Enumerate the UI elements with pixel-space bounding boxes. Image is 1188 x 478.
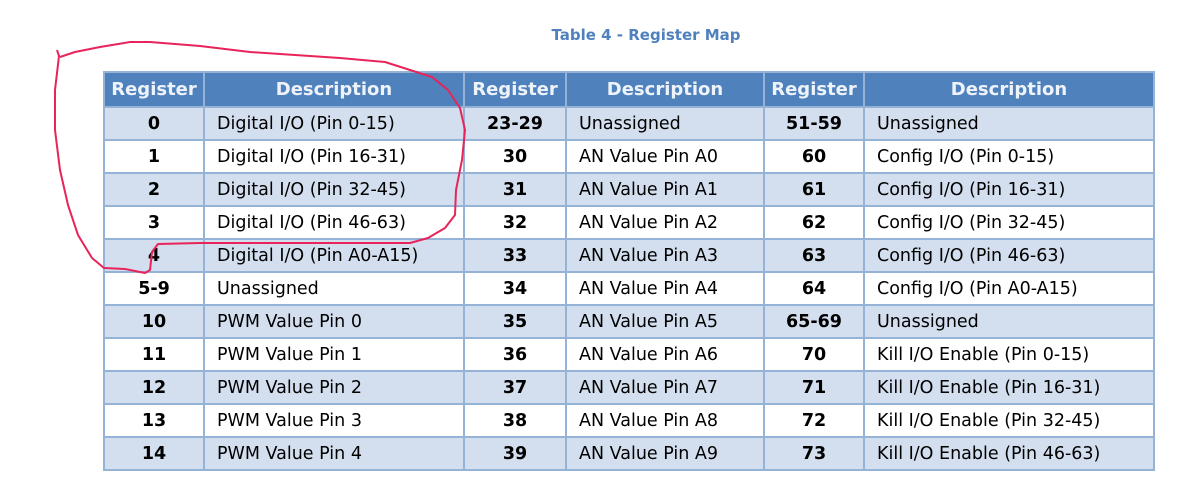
table-row: 4 Digital I/O (Pin A0-A15) 33 AN Value Pin … — [103, 238, 1155, 273]
register-cell: 60 — [763, 139, 865, 174]
description-cell: Kill I/O Enable (Pin 0-15) — [863, 337, 1155, 372]
register-map-table: Register Description Register Description Re… — [103, 71, 1155, 471]
register-cell: 31 — [463, 172, 567, 207]
register-cell: 71 — [763, 370, 865, 405]
description-cell: Config I/O (Pin A0-A15) — [863, 271, 1155, 306]
description-cell: AN Value Pin A7 — [565, 370, 765, 405]
header-description: Description — [565, 71, 765, 108]
description-cell: Digital I/O (Pin 0-15) — [203, 106, 465, 141]
header-description: Description — [863, 71, 1155, 108]
description-cell: Unassigned — [203, 271, 465, 306]
description-cell: Config I/O (Pin 32-45) — [863, 205, 1155, 240]
description-cell: AN Value Pin A8 — [565, 403, 765, 438]
register-cell: 64 — [763, 271, 865, 306]
table-row: 12 PWM Value Pin 2 37 AN Value Pin A7 71 Kill… — [103, 370, 1155, 405]
register-cell: 73 — [763, 436, 865, 471]
table-row: 14 PWM Value Pin 4 39 AN Value Pin A9 73 Kill… — [103, 436, 1155, 471]
description-cell: Kill I/O Enable (Pin 32-45) — [863, 403, 1155, 438]
register-cell: 39 — [463, 436, 567, 471]
table-row: 2 Digital I/O (Pin 32-45) 31 AN Value Pin A… — [103, 172, 1155, 207]
description-cell: Kill I/O Enable (Pin 46-63) — [863, 436, 1155, 471]
register-cell: 11 — [103, 337, 205, 372]
register-cell: 13 — [103, 403, 205, 438]
register-cell: 37 — [463, 370, 567, 405]
description-cell: Unassigned — [863, 106, 1155, 141]
table-row: 11 PWM Value Pin 1 36 AN Value Pin A6 70 Kill… — [103, 337, 1155, 372]
register-cell: 65-69 — [763, 304, 865, 339]
description-cell: Unassigned — [863, 304, 1155, 339]
description-cell: AN Value Pin A0 — [565, 139, 765, 174]
table-row: 3 Digital I/O (Pin 46-63) 32 AN Value Pin A… — [103, 205, 1155, 240]
register-cell: 63 — [763, 238, 865, 273]
description-cell: AN Value Pin A4 — [565, 271, 765, 306]
table-row: 0 Digital I/O (Pin 0-15) 23-29 Unassigned 51… — [103, 106, 1155, 141]
table-row: 13 PWM Value Pin 3 38 AN Value Pin A8 72 Kill… — [103, 403, 1155, 438]
register-cell: 14 — [103, 436, 205, 471]
description-cell: Config I/O (Pin 46-63) — [863, 238, 1155, 273]
table-title: Table 4 - Register Map — [551, 26, 741, 44]
description-cell: AN Value Pin A5 — [565, 304, 765, 339]
table-row: 1 Digital I/O (Pin 16-31) 30 AN Value Pin A… — [103, 139, 1155, 174]
description-cell: Digital I/O (Pin 16-31) — [203, 139, 465, 174]
register-cell: 32 — [463, 205, 567, 240]
register-cell: 38 — [463, 403, 567, 438]
description-cell: Config I/O (Pin 0-15) — [863, 139, 1155, 174]
description-cell: Config I/O (Pin 16-31) — [863, 172, 1155, 207]
description-cell: PWM Value Pin 4 — [203, 436, 465, 471]
register-cell: 2 — [103, 172, 205, 207]
register-cell: 70 — [763, 337, 865, 372]
register-cell: 36 — [463, 337, 567, 372]
description-cell: AN Value Pin A2 — [565, 205, 765, 240]
header-row: Register Description Register Description Re… — [103, 71, 1155, 108]
description-cell: AN Value Pin A3 — [565, 238, 765, 273]
description-cell: Digital I/O (Pin 32-45) — [203, 172, 465, 207]
description-cell: AN Value Pin A1 — [565, 172, 765, 207]
register-cell: 33 — [463, 238, 567, 273]
register-cell: 0 — [103, 106, 205, 141]
register-cell: 62 — [763, 205, 865, 240]
description-cell: Digital I/O (Pin 46-63) — [203, 205, 465, 240]
description-cell: Kill I/O Enable (Pin 16-31) — [863, 370, 1155, 405]
register-cell: 4 — [103, 238, 205, 273]
table-row: 10 PWM Value Pin 0 35 AN Value Pin A5 65-69 U… — [103, 304, 1155, 339]
description-cell: PWM Value Pin 0 — [203, 304, 465, 339]
description-cell: PWM Value Pin 2 — [203, 370, 465, 405]
register-cell: 72 — [763, 403, 865, 438]
description-cell: Unassigned — [565, 106, 765, 141]
header-description: Description — [203, 71, 465, 108]
description-cell: PWM Value Pin 3 — [203, 403, 465, 438]
register-cell: 35 — [463, 304, 567, 339]
register-cell: 12 — [103, 370, 205, 405]
table-row: 5-9 Unassigned 34 AN Value Pin A4 64 Config I… — [103, 271, 1155, 306]
register-cell: 34 — [463, 271, 567, 306]
register-cell: 1 — [103, 139, 205, 174]
header-register: Register — [763, 71, 865, 108]
register-cell: 10 — [103, 304, 205, 339]
description-cell: AN Value Pin A9 — [565, 436, 765, 471]
header-register: Register — [463, 71, 567, 108]
register-cell: 30 — [463, 139, 567, 174]
register-cell: 51-59 — [763, 106, 865, 141]
header-register: Register — [103, 71, 205, 108]
register-cell: 3 — [103, 205, 205, 240]
register-cell: 23-29 — [463, 106, 567, 141]
register-cell: 61 — [763, 172, 865, 207]
description-cell: Digital I/O (Pin A0-A15) — [203, 238, 465, 273]
description-cell: PWM Value Pin 1 — [203, 337, 465, 372]
register-cell: 5-9 — [103, 271, 205, 306]
description-cell: AN Value Pin A6 — [565, 337, 765, 372]
